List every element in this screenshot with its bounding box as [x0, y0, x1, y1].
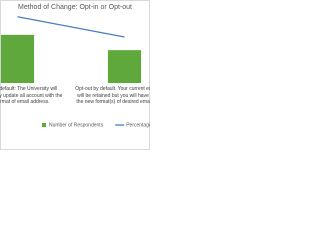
- legend-label: Percentage: [126, 122, 150, 128]
- x-tick-label-box: Opt-out by default. Your current email f…: [75, 86, 150, 105]
- x-tick-label-box: Opt-in by default: The University will a…: [0, 86, 63, 105]
- legend-label: Number of Respondents: [49, 122, 104, 128]
- line: [17, 16, 125, 38]
- bar: [107, 50, 142, 83]
- chart-title: Method of Change: Opt-in or Opt-out: [18, 4, 132, 11]
- legend-swatch: [42, 123, 46, 127]
- page: Method of Change: Opt-in or Opt-out Opt-…: [0, 0, 150, 150]
- bar: [0, 34, 35, 83]
- x-tick-label: Opt-out by default. Your current email f…: [75, 86, 150, 105]
- chart: Method of Change: Opt-in or Opt-out Opt-…: [0, 0, 150, 150]
- x-tick-label: Opt-in by default: The University will a…: [0, 86, 63, 105]
